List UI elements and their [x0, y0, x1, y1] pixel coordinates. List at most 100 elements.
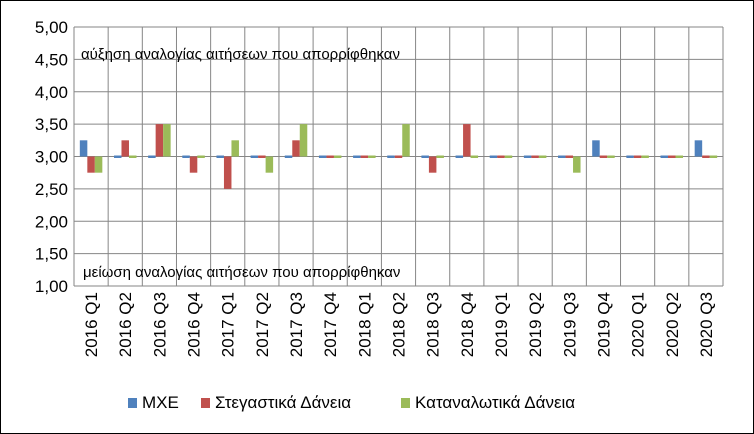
y-axis-ticks: 1,00 1,50 2,00 2,50 3,00 3,50 4,00 4,50 5,00	[35, 18, 68, 296]
x-tick-label: 2016 Q4	[185, 292, 204, 357]
bar-2018-q4-s0	[455, 155, 464, 158]
legend-swatch	[128, 398, 137, 408]
y-tick-label: 2,00	[35, 212, 68, 231]
annotation-bottom: μείωση αναλογίας αιτήσεων που απορρίφθηκ…	[83, 264, 400, 281]
bars	[79, 124, 718, 189]
bar-2016-q2-s2	[128, 155, 137, 158]
bar-2016-q1-s1	[87, 156, 95, 173]
bar-2020-q1-s0	[626, 155, 634, 158]
bar-2019-q4-s1	[599, 155, 608, 158]
bar-2018-q1-s2	[368, 155, 376, 158]
x-tick-label: 2017 Q1	[219, 292, 238, 357]
bar-2016-q3-s1	[155, 124, 164, 157]
y-tick-label: 4,50	[35, 50, 68, 69]
bar-2020-q3-s1	[702, 155, 710, 158]
bar-2018-q2-s0	[387, 155, 395, 158]
bar-2018-q3-s1	[428, 156, 437, 173]
legend-swatch	[401, 398, 410, 408]
bar-2020-q3-s0	[694, 140, 703, 157]
bar-2019-q2-s2	[538, 155, 547, 158]
bar-2017-q3-s0	[284, 155, 293, 158]
bar-2018-q2-s1	[394, 155, 403, 158]
bar-2017-q1-s1	[223, 156, 232, 189]
bar-2019-q2-s0	[523, 155, 532, 158]
legend-label: ΜΧΕ	[142, 393, 179, 412]
bar-2017-q1-s2	[231, 140, 239, 157]
x-tick-label: 2017 Q2	[253, 292, 272, 357]
x-tick-label: 2020 Q2	[663, 292, 682, 357]
bar-2017-q2-s2	[265, 156, 274, 173]
x-axis-ticks: 2016 Q1 2016 Q2 2016 Q3 2016 Q4 2017 Q1 2017 …	[82, 292, 716, 357]
axes	[73, 27, 724, 286]
y-tick-label: 1,50	[35, 245, 68, 264]
x-tick-label: 2018 Q1	[355, 292, 374, 357]
bar-2020-q1-s1	[633, 155, 642, 158]
y-tick-label: 3,50	[35, 115, 68, 134]
y-tick-label: 5,00	[35, 18, 68, 37]
bar-2019-q3-s2	[573, 156, 581, 173]
bar-2018-q1-s1	[360, 155, 369, 158]
x-tick-label: 2019 Q3	[560, 292, 579, 357]
bar-2019-q3-s0	[558, 155, 566, 158]
bar-2019-q4-s2	[607, 155, 615, 158]
x-tick-label: 2017 Q3	[287, 292, 306, 357]
bar-2020-q2-s0	[660, 155, 669, 158]
bar-2016-q4-s1	[189, 156, 198, 173]
bar-2016-q1-s0	[79, 140, 88, 157]
x-tick-label: 2019 Q2	[526, 292, 545, 357]
legend: ΜΧΕ Στεγαστικά Δάνεια Καταναλωτικά Δάνεια	[128, 393, 575, 412]
bar-2016-q4-s2	[197, 155, 205, 158]
bar-2018-q2-s2	[402, 124, 410, 157]
x-tick-label: 2016 Q3	[150, 292, 169, 357]
legend-swatch	[201, 398, 210, 408]
bar-2019-q3-s1	[565, 155, 574, 158]
bar-2020-q3-s2	[709, 155, 718, 158]
bar-2019-q1-s2	[504, 155, 513, 158]
y-tick-label: 1,00	[35, 277, 68, 296]
bar-2017-q3-s2	[299, 124, 308, 157]
bar-2017-q2-s1	[258, 155, 266, 158]
legend-label: Καταναλωτικά Δάνεια	[415, 393, 575, 412]
legend-label: Στεγαστικά Δάνεια	[215, 393, 351, 412]
bar-2017-q4-s0	[318, 155, 327, 158]
bar-2017-q2-s0	[250, 155, 259, 158]
x-tick-label: 2016 Q2	[116, 292, 135, 357]
y-tick-label: 4,00	[35, 83, 68, 102]
x-tick-label: 2020 Q1	[629, 292, 648, 357]
bar-2016-q1-s2	[94, 156, 103, 173]
bar-2018-q3-s2	[436, 155, 444, 158]
bar-2017-q1-s0	[216, 155, 224, 158]
bar-2019-q1-s1	[497, 155, 505, 158]
bar-2016-q2-s0	[113, 155, 122, 158]
bar-2019-q2-s1	[531, 155, 539, 158]
bar-2018-q4-s2	[470, 155, 479, 158]
x-tick-label: 2016 Q1	[82, 292, 101, 357]
y-tick-label: 3,00	[35, 148, 68, 167]
x-tick-label: 2018 Q3	[424, 292, 443, 357]
bar-2019-q1-s0	[489, 155, 498, 158]
bar-2016-q2-s1	[121, 140, 129, 157]
x-tick-label: 2017 Q4	[321, 292, 340, 357]
x-tick-label: 2018 Q4	[458, 292, 477, 357]
x-tick-label: 2020 Q3	[697, 292, 716, 357]
bar-2016-q3-s2	[163, 124, 171, 157]
bar-2018-q3-s0	[421, 155, 429, 158]
bar-2017-q3-s1	[292, 140, 300, 157]
x-tick-label: 2019 Q4	[594, 292, 613, 357]
bar-2017-q4-s2	[333, 155, 342, 158]
bar-2018-q4-s1	[463, 124, 471, 157]
annotation-top: αύξηση αναλογίας αιτήσεων που απορρίφθηκ…	[81, 46, 400, 63]
bar-2020-q2-s1	[668, 155, 676, 158]
x-tick-label: 2018 Q2	[390, 292, 409, 357]
bar-2020-q2-s2	[675, 155, 684, 158]
y-tick-label: 2,50	[35, 180, 68, 199]
bar-2020-q1-s2	[641, 155, 649, 158]
bar-2017-q4-s1	[326, 155, 334, 158]
bar-2016-q4-s0	[182, 155, 190, 158]
x-tick-label: 2019 Q1	[492, 292, 511, 357]
bar-2018-q1-s0	[353, 155, 361, 158]
bar-2019-q4-s0	[592, 140, 600, 157]
bar-2016-q3-s0	[148, 155, 156, 158]
